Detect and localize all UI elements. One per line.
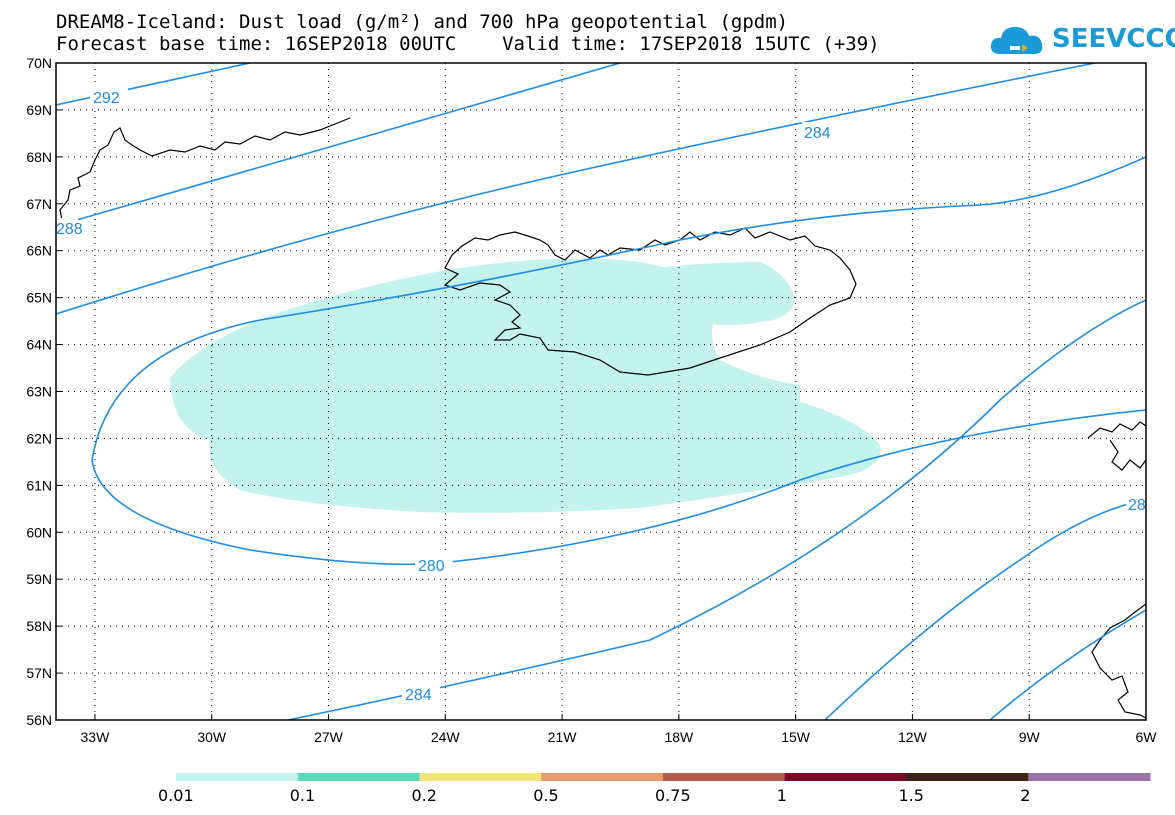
lon-tick-label: 9W — [1019, 729, 1041, 745]
logo-text: SEEVCCC — [1052, 24, 1175, 54]
colorbar-segment — [176, 773, 299, 781]
colorbar-segment — [663, 773, 786, 781]
lon-tick-label: 6W — [1136, 729, 1158, 745]
lat-tick-label: 57N — [26, 665, 52, 681]
contour-288-south — [824, 499, 1146, 720]
colorbar-segment — [1028, 773, 1151, 781]
colorbar-segment — [419, 773, 542, 781]
colorbar-segment — [297, 773, 420, 781]
colorbar-segment — [541, 773, 664, 781]
contour-label-280: 280 — [418, 558, 445, 575]
lon-tick-label: 27W — [314, 729, 344, 745]
contour-284-north — [56, 63, 1096, 315]
lat-tick-label: 58N — [26, 618, 52, 634]
lat-tick-label: 68N — [26, 149, 52, 165]
scotland-coast — [1091, 603, 1146, 719]
seevccc-logo: SEEVCCC — [988, 18, 1175, 62]
lon-tick-label: 24W — [431, 729, 461, 745]
colorbar-label: 2 — [1020, 786, 1031, 805]
map-subtitle: Forecast base time: 16SEP2018 00UTC Vali… — [56, 33, 880, 55]
lat-tick-label: 62N — [26, 430, 52, 446]
contour-labels: 292 288 284 280 284 28 — [56, 87, 1148, 704]
colorbar-label: 0.01 — [158, 786, 194, 805]
greenland-coast — [56, 117, 351, 229]
lon-tick-label: 30W — [197, 729, 227, 745]
contour-label-292: 292 — [93, 90, 120, 107]
lat-tick-label: 70N — [26, 55, 52, 71]
colorbar-label: 0.5 — [533, 786, 559, 805]
lat-tick-label: 56N — [26, 712, 52, 728]
colorbar-label: 1.5 — [898, 786, 924, 805]
contour-292 — [56, 63, 251, 106]
cloud-icon — [990, 27, 1043, 54]
contour-288 — [56, 63, 621, 227]
colorbar-label: 0.1 — [289, 786, 316, 805]
lon-tick-label: 18W — [664, 729, 694, 745]
lat-tick-label: 64N — [26, 337, 52, 353]
lat-tick-label: 65N — [26, 290, 52, 306]
colorbar-label: 0.2 — [411, 786, 437, 805]
map-title: DREAM8-Iceland: Dust load (g/m²) and 700… — [56, 11, 789, 33]
lon-tick-label: 21W — [548, 729, 578, 745]
lat-tick-label: 67N — [26, 196, 52, 212]
faroe-coast — [1087, 421, 1146, 471]
contour-292-south — [989, 609, 1146, 720]
colorbar — [176, 773, 1151, 781]
lat-tick-label: 61N — [26, 477, 52, 493]
lat-tick-label: 66N — [26, 243, 52, 259]
colorbar-label: 1 — [776, 786, 787, 805]
lon-tick-label: 33W — [81, 729, 111, 745]
colorbar-segment — [906, 773, 1029, 781]
lon-tick-label: 15W — [781, 729, 811, 745]
longitude-labels: 33W 30W 27W 24W 21W 18W 15W 12W 9W 6W — [81, 729, 1158, 745]
contour-label-288: 288 — [56, 221, 83, 238]
latitude-labels: 70N 69N 68N 67N 66N 65N 64N 63N 62N 61N 60N 59N 58N 5… — [26, 55, 52, 728]
lat-tick-label: 63N — [26, 384, 52, 400]
contour-280 — [91, 156, 1146, 566]
coastlines — [56, 117, 1146, 719]
contour-label-284-north: 284 — [804, 125, 831, 142]
iceland-coast — [443, 227, 857, 376]
colorbar-segment — [784, 773, 907, 781]
lon-tick-label: 12W — [898, 729, 928, 745]
lat-tick-label: 60N — [26, 524, 52, 540]
geopotential-contours — [56, 63, 1146, 720]
dust-load-area — [170, 258, 881, 513]
contour-label-288-south: 28 — [1128, 497, 1146, 514]
contour-label-284-south: 284 — [405, 687, 432, 704]
lat-tick-label: 59N — [26, 571, 52, 587]
lat-tick-label: 69N — [26, 102, 52, 118]
map-frame — [55, 62, 1147, 721]
colorbar-label: 0.75 — [655, 786, 691, 805]
contour-284-south — [287, 299, 1146, 720]
